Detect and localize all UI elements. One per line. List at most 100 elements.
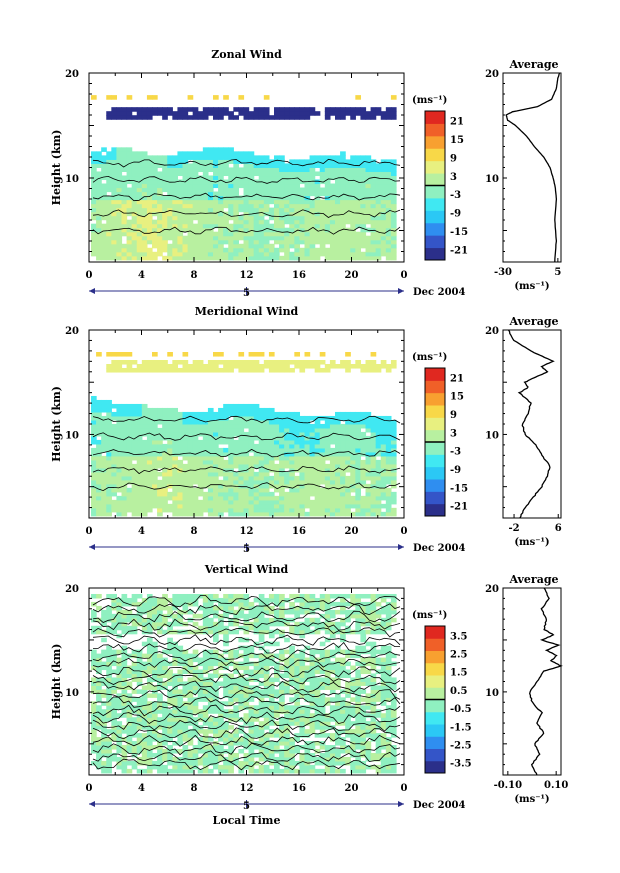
- heatmap-cell: [253, 507, 260, 513]
- heatmap-cell: [131, 403, 138, 409]
- heatmap-cell: [182, 487, 189, 493]
- heatmap-cell: [177, 479, 184, 485]
- heatmap-cell: [279, 717, 285, 722]
- heatmap-cell: [218, 163, 224, 168]
- heatmap-cell: [152, 411, 158, 417]
- heatmap-cell: [131, 729, 138, 734]
- heatmap-cell: [380, 431, 387, 437]
- heatmap-cell: [279, 760, 285, 766]
- heatmap-cell: [121, 737, 128, 742]
- heatmap-cell: [152, 463, 158, 469]
- heatmap-cell: [385, 179, 392, 185]
- heatmap-cell: [218, 768, 224, 774]
- heatmap-cell: [162, 211, 168, 217]
- heatmap-cell: [375, 367, 382, 373]
- heatmap-cell: [258, 231, 265, 237]
- heatmap-cell: [106, 407, 112, 413]
- heatmap-cell: [106, 227, 112, 233]
- heatmap-cell: [248, 403, 255, 409]
- heatmap-cell: [116, 601, 123, 607]
- heatmap-cell: [152, 163, 158, 168]
- colorbar-swatch: [425, 222, 445, 236]
- heatmap-cell: [390, 227, 397, 233]
- heatmap-cell: [355, 195, 362, 201]
- heatmap-cell: [279, 227, 285, 233]
- heatmap-cell: [121, 411, 128, 417]
- heatmap-cell: [207, 693, 214, 698]
- heatmap-cell: [258, 756, 265, 762]
- heatmap-cell: [218, 407, 224, 413]
- heatmap-cell: [238, 235, 245, 241]
- heatmap-cell: [91, 685, 97, 690]
- heatmap-cell: [365, 443, 372, 449]
- heatmap-cell: [228, 733, 234, 738]
- heatmap-cell: [197, 163, 204, 168]
- heatmap-cell: [146, 764, 153, 770]
- heatmap-cell: [96, 483, 102, 489]
- heatmap-cell: [218, 159, 224, 164]
- heatmap-cell: [101, 649, 107, 655]
- heatmap-cell: [284, 673, 290, 679]
- heatmap-cell: [253, 251, 260, 257]
- heatmap-cell: [146, 95, 153, 100]
- heatmap-cell: [274, 175, 280, 181]
- heatmap-cell: [136, 475, 143, 481]
- heatmap-cell: [243, 507, 250, 513]
- heatmap-cell: [355, 439, 362, 445]
- heatmap-cell: [375, 163, 382, 168]
- heatmap-cell: [152, 661, 158, 667]
- heatmap-cell: [385, 243, 392, 249]
- heatmap-cell: [207, 411, 214, 417]
- heatmap-cell: [375, 227, 382, 233]
- heatmap-cell: [192, 151, 199, 156]
- heatmap-cell: [243, 745, 250, 750]
- heatmap-cell: [243, 179, 250, 185]
- heatmap-cell: [172, 155, 179, 160]
- heatmap-cell: [268, 175, 275, 181]
- y-tick-label: 20: [65, 69, 79, 80]
- heatmap-cell: [207, 621, 214, 627]
- heatmap-cell: [91, 167, 97, 173]
- heatmap-cell: [167, 199, 173, 205]
- heatmap-cell: [162, 764, 168, 770]
- heatmap-cell: [116, 697, 123, 702]
- heatmap-cell: [284, 495, 290, 501]
- heatmap-cell: [218, 467, 224, 473]
- heatmap-cell: [248, 423, 255, 429]
- heatmap-cell: [345, 211, 351, 217]
- heatmap-cell: [213, 363, 219, 369]
- heatmap-cell: [365, 467, 372, 473]
- heatmap-cell: [152, 231, 158, 237]
- heatmap-cell: [289, 243, 295, 249]
- heatmap-cell: [268, 760, 275, 766]
- heatmap-cell: [299, 215, 306, 221]
- heatmap-cell: [258, 597, 265, 603]
- heatmap-cell: [263, 745, 270, 750]
- heatmap-cell: [253, 741, 260, 746]
- heatmap-cell: [390, 239, 397, 245]
- heatmap-cell: [116, 459, 123, 465]
- heatmap-cell: [268, 431, 275, 437]
- heatmap-cell: [141, 661, 148, 667]
- heatmap-cell: [223, 725, 229, 730]
- heatmap-cell: [131, 115, 138, 120]
- heatmap-cell: [248, 713, 255, 718]
- heatmap-cell: [350, 215, 356, 221]
- heatmap-cell: [335, 235, 341, 241]
- heatmap-cell: [121, 243, 128, 249]
- heatmap-cell: [253, 673, 260, 679]
- heatmap-cell: [152, 199, 158, 205]
- heatmap-cell: [365, 411, 372, 417]
- heatmap-cell: [213, 721, 219, 726]
- heatmap-cell: [182, 155, 189, 160]
- heatmap-cell: [136, 697, 143, 702]
- average-x-tick-label: 5: [554, 267, 561, 278]
- heatmap-cell: [345, 411, 351, 417]
- heatmap-cell: [294, 439, 301, 445]
- heatmap-cell: [121, 713, 128, 718]
- heatmap-cell: [121, 403, 128, 409]
- heatmap-cell: [238, 95, 245, 100]
- heatmap-cell: [289, 657, 295, 663]
- heatmap-cell: [106, 155, 112, 160]
- heatmap-cell: [116, 352, 123, 357]
